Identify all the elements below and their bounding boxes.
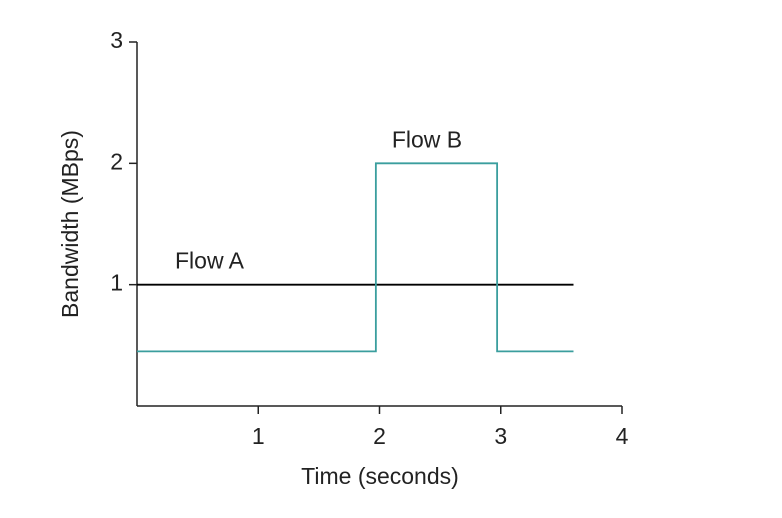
x-tick-label: 1 (252, 423, 265, 449)
y-tick-label: 1 (110, 270, 123, 296)
x-tick-label: 4 (616, 423, 629, 449)
y-tick-label: 2 (110, 148, 123, 174)
y-tick-label: 3 (110, 27, 123, 53)
x-tick-label: 3 (494, 423, 507, 449)
y-axis-label: Bandwidth (MBps) (57, 130, 83, 318)
series-label: Flow A (175, 248, 245, 274)
x-tick-label: 2 (373, 423, 386, 449)
series-line (137, 162, 574, 353)
series-label: Flow B (392, 126, 462, 152)
x-axis-label: Time (seconds) (301, 463, 459, 489)
